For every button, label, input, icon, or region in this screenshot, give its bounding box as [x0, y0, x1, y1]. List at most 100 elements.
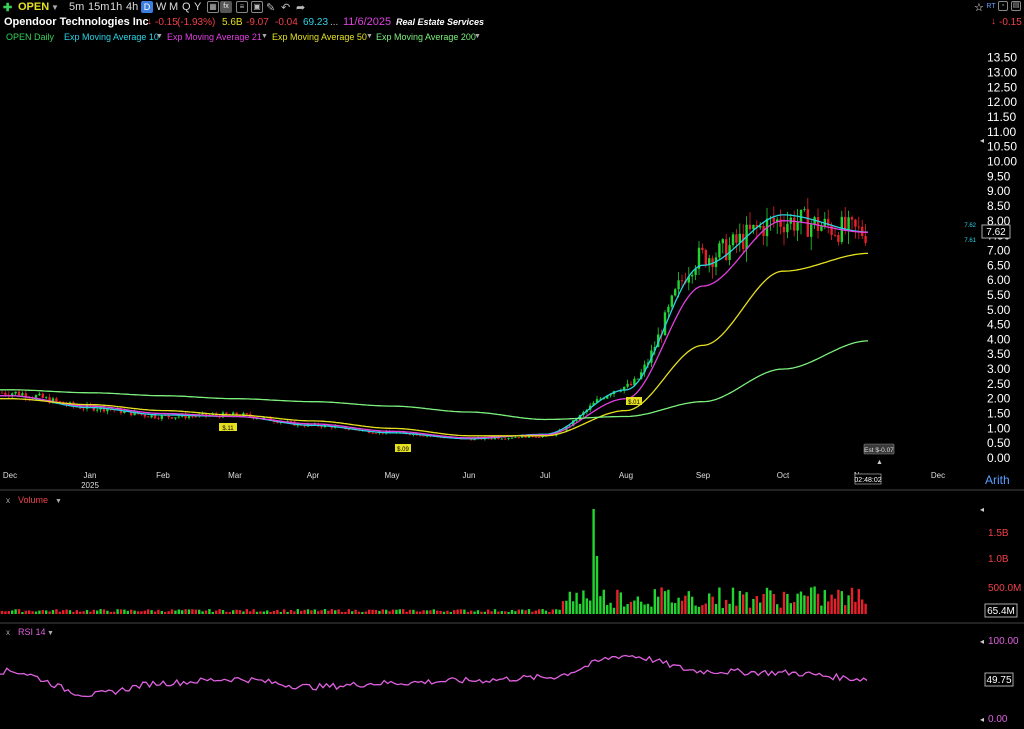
- more-ellipsis[interactable]: ...: [330, 17, 339, 28]
- interval-15m[interactable]: 15m: [88, 1, 110, 13]
- volume-dropdown-icon[interactable]: ▼: [55, 498, 62, 505]
- menu-icon[interactable]: ▤: [1011, 1, 1021, 11]
- candle-body: [820, 225, 823, 231]
- volume-bar: [772, 593, 775, 614]
- price-tick-label: 8.50: [987, 199, 1011, 213]
- interval-5m[interactable]: 5m: [69, 1, 85, 13]
- ema10-dropdown-icon[interactable]: ▼: [156, 33, 163, 40]
- volume-bar: [150, 610, 153, 614]
- volume-bar: [844, 605, 847, 614]
- candle-body: [276, 421, 279, 423]
- study-ema-50[interactable]: Exp Moving Average 50: [272, 32, 367, 42]
- study-ema-200[interactable]: Exp Moving Average 200: [376, 32, 476, 42]
- favorite-star-icon[interactable]: ☆: [974, 2, 984, 14]
- scale-mode-label[interactable]: Arith: [985, 473, 1010, 487]
- candle-body: [470, 438, 473, 441]
- time-tick-label: Aug: [619, 471, 633, 480]
- volume-bar: [323, 609, 327, 614]
- ema21-dropdown-icon[interactable]: ▼: [261, 33, 268, 40]
- symbol-dropdown-icon[interactable]: ▼: [51, 3, 59, 12]
- volume-bar: [456, 609, 459, 614]
- interval-4h[interactable]: 4h: [126, 1, 139, 13]
- price-tick-label: 5.50: [987, 288, 1011, 302]
- candle-body: [599, 398, 602, 400]
- period-y[interactable]: Y: [194, 1, 202, 13]
- period-w[interactable]: W: [156, 1, 167, 13]
- volume-bar: [361, 611, 364, 614]
- last-price-box: [981, 224, 1011, 239]
- period-m[interactable]: M: [169, 1, 179, 13]
- pencil-icon[interactable]: ✎: [266, 2, 276, 14]
- volume-bar: [473, 611, 476, 614]
- ema200-dropdown-icon[interactable]: ▼: [474, 33, 481, 40]
- rsi-close-icon[interactable]: x: [6, 628, 10, 637]
- candle-body: [538, 437, 541, 438]
- add-symbol-icon[interactable]: ✚: [3, 2, 13, 14]
- earnings-box[interactable]: [863, 443, 895, 455]
- dividend-marker[interactable]: [626, 397, 642, 405]
- volume-bar: [657, 596, 660, 614]
- rsi-line: [0, 654, 868, 698]
- rsi-title[interactable]: RSI 14: [18, 627, 46, 637]
- volume-bar: [534, 610, 537, 614]
- candle-body: [704, 250, 707, 266]
- vol-tick-2: 1.0B: [988, 554, 1009, 565]
- volume-bar: [616, 589, 619, 614]
- candle-body: [34, 395, 38, 398]
- window-icon[interactable]: ▫: [998, 1, 1008, 11]
- volume-bar: [422, 610, 425, 614]
- candle-body: [41, 393, 44, 398]
- calendar-icon[interactable]: ▦: [207, 1, 219, 13]
- candle-body: [857, 226, 860, 228]
- share-icon[interactable]: ➦: [296, 2, 306, 14]
- symbol-input[interactable]: OPEN: [18, 1, 50, 13]
- layout-icon[interactable]: ▣: [251, 1, 263, 13]
- study-ema-10[interactable]: Exp Moving Average 10: [64, 32, 159, 42]
- volume-bar: [667, 589, 670, 614]
- dividend-marker[interactable]: [219, 423, 237, 431]
- candle-body: [619, 390, 622, 392]
- ema50-dropdown-icon[interactable]: ▼: [366, 33, 373, 40]
- volume-bar: [79, 611, 82, 614]
- volume-bar: [262, 611, 265, 614]
- volume-bar: [789, 603, 792, 614]
- price-tick-label: 11.50: [987, 110, 1016, 124]
- studies-legend: OPEN Daily Exp Moving Average 10 ▼ Exp M…: [0, 31, 1024, 45]
- candle-body: [725, 239, 728, 260]
- fx-button[interactable]: fx: [220, 1, 232, 13]
- volume-bar: [701, 605, 704, 614]
- candle-body: [694, 268, 697, 275]
- candle-body: [177, 416, 180, 418]
- candle-body: [844, 216, 847, 231]
- volume-bar: [650, 606, 653, 614]
- volume-bar: [340, 611, 344, 614]
- compare-icon[interactable]: ≡: [236, 1, 248, 13]
- candle-body: [500, 438, 503, 440]
- rsi-dropdown-icon[interactable]: ▼: [47, 630, 54, 637]
- volume-bar: [211, 611, 214, 614]
- candle-body: [157, 418, 160, 419]
- period-d[interactable]: D: [141, 1, 153, 13]
- earnings-estimate[interactable]: Est $-0.07: [864, 447, 894, 454]
- rsi-last-label: 49.75: [986, 675, 1011, 686]
- interval-1h[interactable]: 1h: [110, 1, 123, 13]
- rsi-axis-arrow-icon: ◂: [980, 637, 984, 646]
- volume-bar: [459, 609, 463, 614]
- candle-body: [830, 225, 833, 235]
- vol-last-label: 65.4M: [987, 606, 1015, 617]
- volume-bar: [68, 610, 72, 614]
- volume-bar: [92, 609, 95, 614]
- undo-icon[interactable]: ↶: [281, 2, 291, 14]
- volume-bar: [578, 603, 582, 614]
- candle-body: [748, 224, 752, 230]
- volume-bar: [419, 611, 422, 614]
- study-ema-21[interactable]: Exp Moving Average 21: [167, 32, 262, 42]
- period-q[interactable]: Q: [182, 1, 191, 13]
- price-tick-label: 12.50: [987, 80, 1017, 94]
- volume-title[interactable]: Volume: [18, 495, 48, 505]
- volume-bar: [752, 598, 755, 614]
- study-open-daily[interactable]: OPEN Daily: [6, 32, 55, 42]
- dividend-marker[interactable]: [395, 444, 411, 452]
- volume-close-icon[interactable]: x: [6, 496, 10, 505]
